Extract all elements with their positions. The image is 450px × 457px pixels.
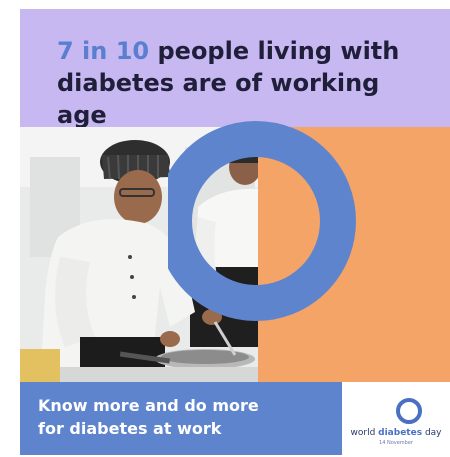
logo-panel: world diabetes day 14 November	[342, 382, 450, 455]
cta-line-1: Know more and do more	[38, 396, 259, 415]
world-diabetes-day-logo-icon	[396, 398, 422, 424]
campaign-card: 7 in 10 people living with diabetes are …	[20, 9, 450, 455]
cta-line-2: for diabetes at work	[38, 419, 222, 438]
headline-rest: people living with diabetes are of worki…	[57, 37, 400, 129]
footer-cta-panel: Know more and do more for diabetes at wor…	[20, 382, 342, 455]
logo-prefix: world	[350, 428, 379, 438]
headline: 7 in 10 people living with diabetes are …	[57, 35, 437, 131]
header-banner: 7 in 10 people living with diabetes are …	[20, 9, 450, 129]
logo-wordmark: world diabetes day	[342, 428, 450, 438]
logo-suffix: day	[422, 428, 442, 438]
cta-text: Know more and do more for diabetes at wor…	[38, 394, 259, 440]
headline-highlight: 7 in 10	[57, 37, 150, 65]
logo-strong: diabetes	[378, 428, 423, 438]
blue-ring-graphic	[168, 121, 356, 321]
logo-date: 14 November	[379, 440, 413, 446]
orange-block	[258, 127, 450, 382]
